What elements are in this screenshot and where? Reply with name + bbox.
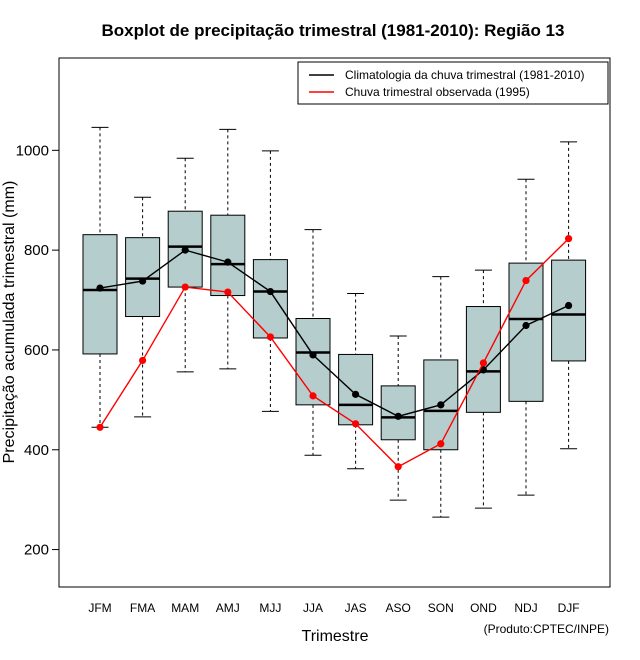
series-line-0 bbox=[99, 249, 569, 418]
legend-label-climatology: Climatologia da chuva trimestral (1981-2… bbox=[345, 68, 584, 82]
series-point-1 bbox=[181, 283, 189, 291]
y-tick-label: 600 bbox=[24, 342, 49, 359]
series-point-1 bbox=[139, 356, 147, 365]
x-axis: JFM FMA MAM AMJ MJJ JJA JAS ASO SON OND NDJ DJF bbox=[88, 601, 579, 615]
x-tick-label: DJF bbox=[558, 601, 580, 615]
box-iqr bbox=[338, 353, 374, 426]
y-tick-label: 200 bbox=[24, 542, 49, 559]
x-tick-label: JJA bbox=[303, 601, 323, 615]
y-axis: 200 400 600 800 1000 bbox=[16, 142, 59, 559]
series-point-1 bbox=[522, 276, 530, 285]
box-iqr bbox=[252, 259, 288, 339]
box-group-jfm bbox=[82, 126, 118, 428]
series-point-0 bbox=[181, 246, 189, 254]
x-tick-label: JAS bbox=[345, 601, 367, 615]
box-group-jja bbox=[295, 229, 331, 456]
series-point-1 bbox=[266, 333, 274, 341]
x-tick-label: SON bbox=[428, 601, 454, 615]
series-point-1 bbox=[309, 392, 317, 400]
y-tick-label: 800 bbox=[24, 242, 49, 259]
series-point-0 bbox=[224, 258, 232, 266]
x-tick-label: NDJ bbox=[514, 601, 537, 615]
box-iqr bbox=[423, 359, 459, 451]
series-point-0 bbox=[565, 301, 573, 310]
box-group-djf bbox=[551, 141, 587, 450]
x-axis-label: Trimestre bbox=[302, 628, 369, 645]
series-lines bbox=[96, 235, 573, 471]
chart-title: Boxplot de precipitação trimestral (1981… bbox=[102, 21, 565, 40]
series-point-1 bbox=[479, 359, 487, 367]
box-iqr bbox=[210, 214, 246, 297]
series-point-0 bbox=[479, 366, 487, 374]
box-iqr bbox=[82, 234, 118, 355]
box-group-ond bbox=[465, 269, 501, 509]
x-tick-label: OND bbox=[470, 601, 497, 615]
series-point-0 bbox=[352, 390, 360, 398]
box-group-mjj bbox=[252, 150, 288, 412]
legend-box bbox=[297, 61, 609, 105]
series-point-0 bbox=[96, 284, 104, 292]
x-tick-label: MAM bbox=[171, 601, 199, 615]
series-point-0 bbox=[394, 412, 402, 420]
series-point-1 bbox=[224, 288, 232, 296]
series-point-1 bbox=[96, 423, 104, 431]
boxplot-boxes bbox=[82, 126, 587, 518]
box-group-ndj bbox=[508, 178, 544, 496]
series-point-1 bbox=[352, 420, 360, 428]
x-tick-label: MJJ bbox=[259, 601, 281, 615]
series-line-1 bbox=[99, 238, 570, 468]
series-point-1 bbox=[437, 440, 445, 448]
box-iqr bbox=[508, 262, 544, 402]
credit-text: (Produto:CPTEC/INPE) bbox=[484, 622, 609, 636]
series-point-1 bbox=[394, 463, 402, 471]
series-point-0 bbox=[437, 401, 445, 409]
x-tick-label: FMA bbox=[130, 601, 155, 615]
x-tick-label: AMJ bbox=[216, 601, 240, 615]
series-point-0 bbox=[139, 277, 147, 285]
y-axis-label: Precipitação acumulada trimestral (mm) bbox=[1, 181, 18, 464]
series-point-0 bbox=[522, 321, 530, 330]
box-group-amj bbox=[210, 128, 246, 370]
legend-label-observed: Chuva trimestral observada (1995) bbox=[345, 85, 530, 99]
y-tick-label: 1000 bbox=[16, 142, 49, 159]
x-tick-label: ASO bbox=[386, 601, 411, 615]
series-point-1 bbox=[565, 235, 573, 243]
legend: Climatologia da chuva trimestral (1981-2… bbox=[297, 61, 609, 105]
box-group-fma bbox=[125, 196, 161, 418]
box-group-son bbox=[423, 276, 459, 518]
x-tick-label: JFM bbox=[88, 601, 111, 615]
y-tick-label: 400 bbox=[24, 442, 49, 459]
series-point-0 bbox=[266, 287, 274, 296]
box-iqr bbox=[125, 237, 161, 318]
box-group-jas bbox=[338, 293, 374, 470]
series-point-0 bbox=[309, 351, 317, 359]
plot-area-frame bbox=[58, 57, 611, 588]
box-iqr bbox=[295, 318, 331, 406]
box-group-mam bbox=[167, 157, 203, 373]
